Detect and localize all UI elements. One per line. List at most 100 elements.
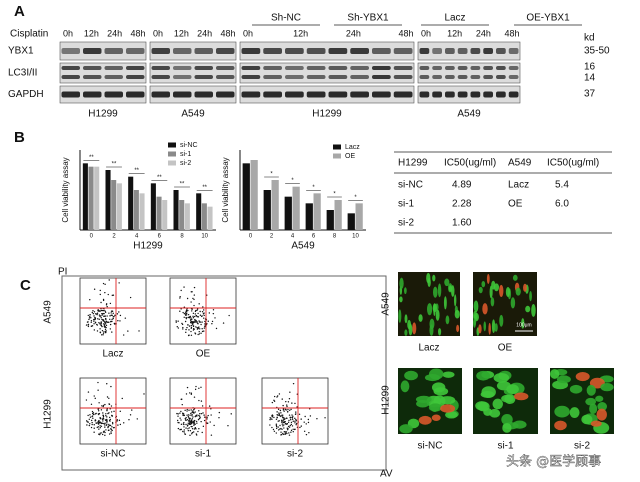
flow-event xyxy=(186,297,189,300)
flow-event xyxy=(183,421,185,424)
flow-event xyxy=(119,320,121,322)
cell xyxy=(510,297,516,309)
flow-event xyxy=(286,404,288,406)
cell xyxy=(444,278,450,287)
bar xyxy=(326,210,334,230)
cell xyxy=(482,303,488,315)
flow-event xyxy=(111,331,113,333)
flow-event xyxy=(288,434,291,436)
flow-event xyxy=(100,315,102,317)
flow-event xyxy=(107,425,109,428)
blot-band xyxy=(372,48,391,54)
flow-event xyxy=(295,418,297,421)
flow-event xyxy=(100,321,102,323)
flow-event xyxy=(87,324,90,326)
flow-event xyxy=(227,425,229,427)
flow-event xyxy=(111,294,114,297)
flow-event xyxy=(176,326,178,328)
legend-label: si-1 xyxy=(180,151,191,158)
flow-event xyxy=(89,299,91,301)
flow-event xyxy=(91,311,93,314)
flow-event xyxy=(91,410,94,413)
cell xyxy=(521,318,525,329)
cell xyxy=(399,424,413,434)
flow-event xyxy=(284,418,286,420)
blot-band xyxy=(216,48,235,54)
flow-event xyxy=(194,333,197,335)
flow-event xyxy=(101,314,104,316)
flow-event xyxy=(195,420,198,423)
flow-event xyxy=(101,405,103,407)
flow-event xyxy=(281,398,283,400)
cell xyxy=(589,403,598,414)
x-tick-label: 8 xyxy=(180,234,184,240)
flow-event xyxy=(295,411,297,413)
flow-event xyxy=(186,414,188,416)
blot-band xyxy=(419,75,430,79)
cell xyxy=(473,318,476,328)
flow-event xyxy=(97,309,99,312)
flow-event xyxy=(190,301,192,303)
flow-event xyxy=(185,417,187,419)
legend-label: Lacz xyxy=(345,144,360,151)
cell xyxy=(429,318,435,330)
flow-event xyxy=(177,413,179,415)
cell xyxy=(415,395,432,404)
flow-event xyxy=(202,425,205,428)
flow-event xyxy=(298,413,301,416)
cell xyxy=(453,294,457,307)
blot-band xyxy=(483,91,493,98)
flow-event xyxy=(276,396,278,398)
flow-event xyxy=(194,420,196,422)
x-axis-label: A549 xyxy=(291,241,315,252)
group-title: OE-YBX1 xyxy=(526,13,570,24)
flow-event xyxy=(104,310,106,312)
flow-event xyxy=(184,433,187,435)
flow-event xyxy=(198,320,200,322)
cell xyxy=(454,309,460,319)
flow-event xyxy=(106,383,108,385)
flow-event xyxy=(98,318,100,321)
flow-event xyxy=(281,428,283,430)
flow-event xyxy=(292,431,294,433)
bar xyxy=(150,183,156,230)
flow-event xyxy=(92,417,94,419)
flow-event xyxy=(100,409,103,411)
cell xyxy=(496,381,511,391)
flow-event xyxy=(194,310,197,313)
flow-event xyxy=(282,409,285,411)
flow-event xyxy=(289,416,291,419)
flow-event xyxy=(193,298,195,301)
flow-event xyxy=(282,419,284,422)
cell xyxy=(569,384,583,394)
flow-event xyxy=(99,310,101,313)
cell xyxy=(445,411,458,419)
flow-event xyxy=(199,310,201,313)
flow-event xyxy=(286,423,289,425)
blot-band xyxy=(241,66,261,70)
legend-label: OE xyxy=(345,153,355,160)
flow-event xyxy=(85,324,88,326)
flow-event xyxy=(102,420,104,422)
bar xyxy=(207,206,213,230)
flow-event xyxy=(190,412,192,415)
bar xyxy=(201,203,207,230)
time-label: 48h xyxy=(220,28,235,38)
cell xyxy=(451,285,455,297)
flow-event xyxy=(103,309,105,311)
flow-event xyxy=(291,402,293,404)
flow-event xyxy=(183,316,185,318)
flow-event xyxy=(203,312,205,314)
cell xyxy=(550,369,560,379)
flow-event xyxy=(287,425,290,428)
flow-event xyxy=(198,333,201,335)
time-label: 0h xyxy=(421,28,431,38)
flow-event xyxy=(195,428,197,430)
flow-event xyxy=(98,322,100,324)
flow-event xyxy=(197,316,200,318)
flow-event xyxy=(95,412,97,415)
flow-event xyxy=(275,418,278,420)
flow-event xyxy=(192,297,194,300)
flow-event xyxy=(185,317,188,320)
flow-event xyxy=(112,423,114,425)
